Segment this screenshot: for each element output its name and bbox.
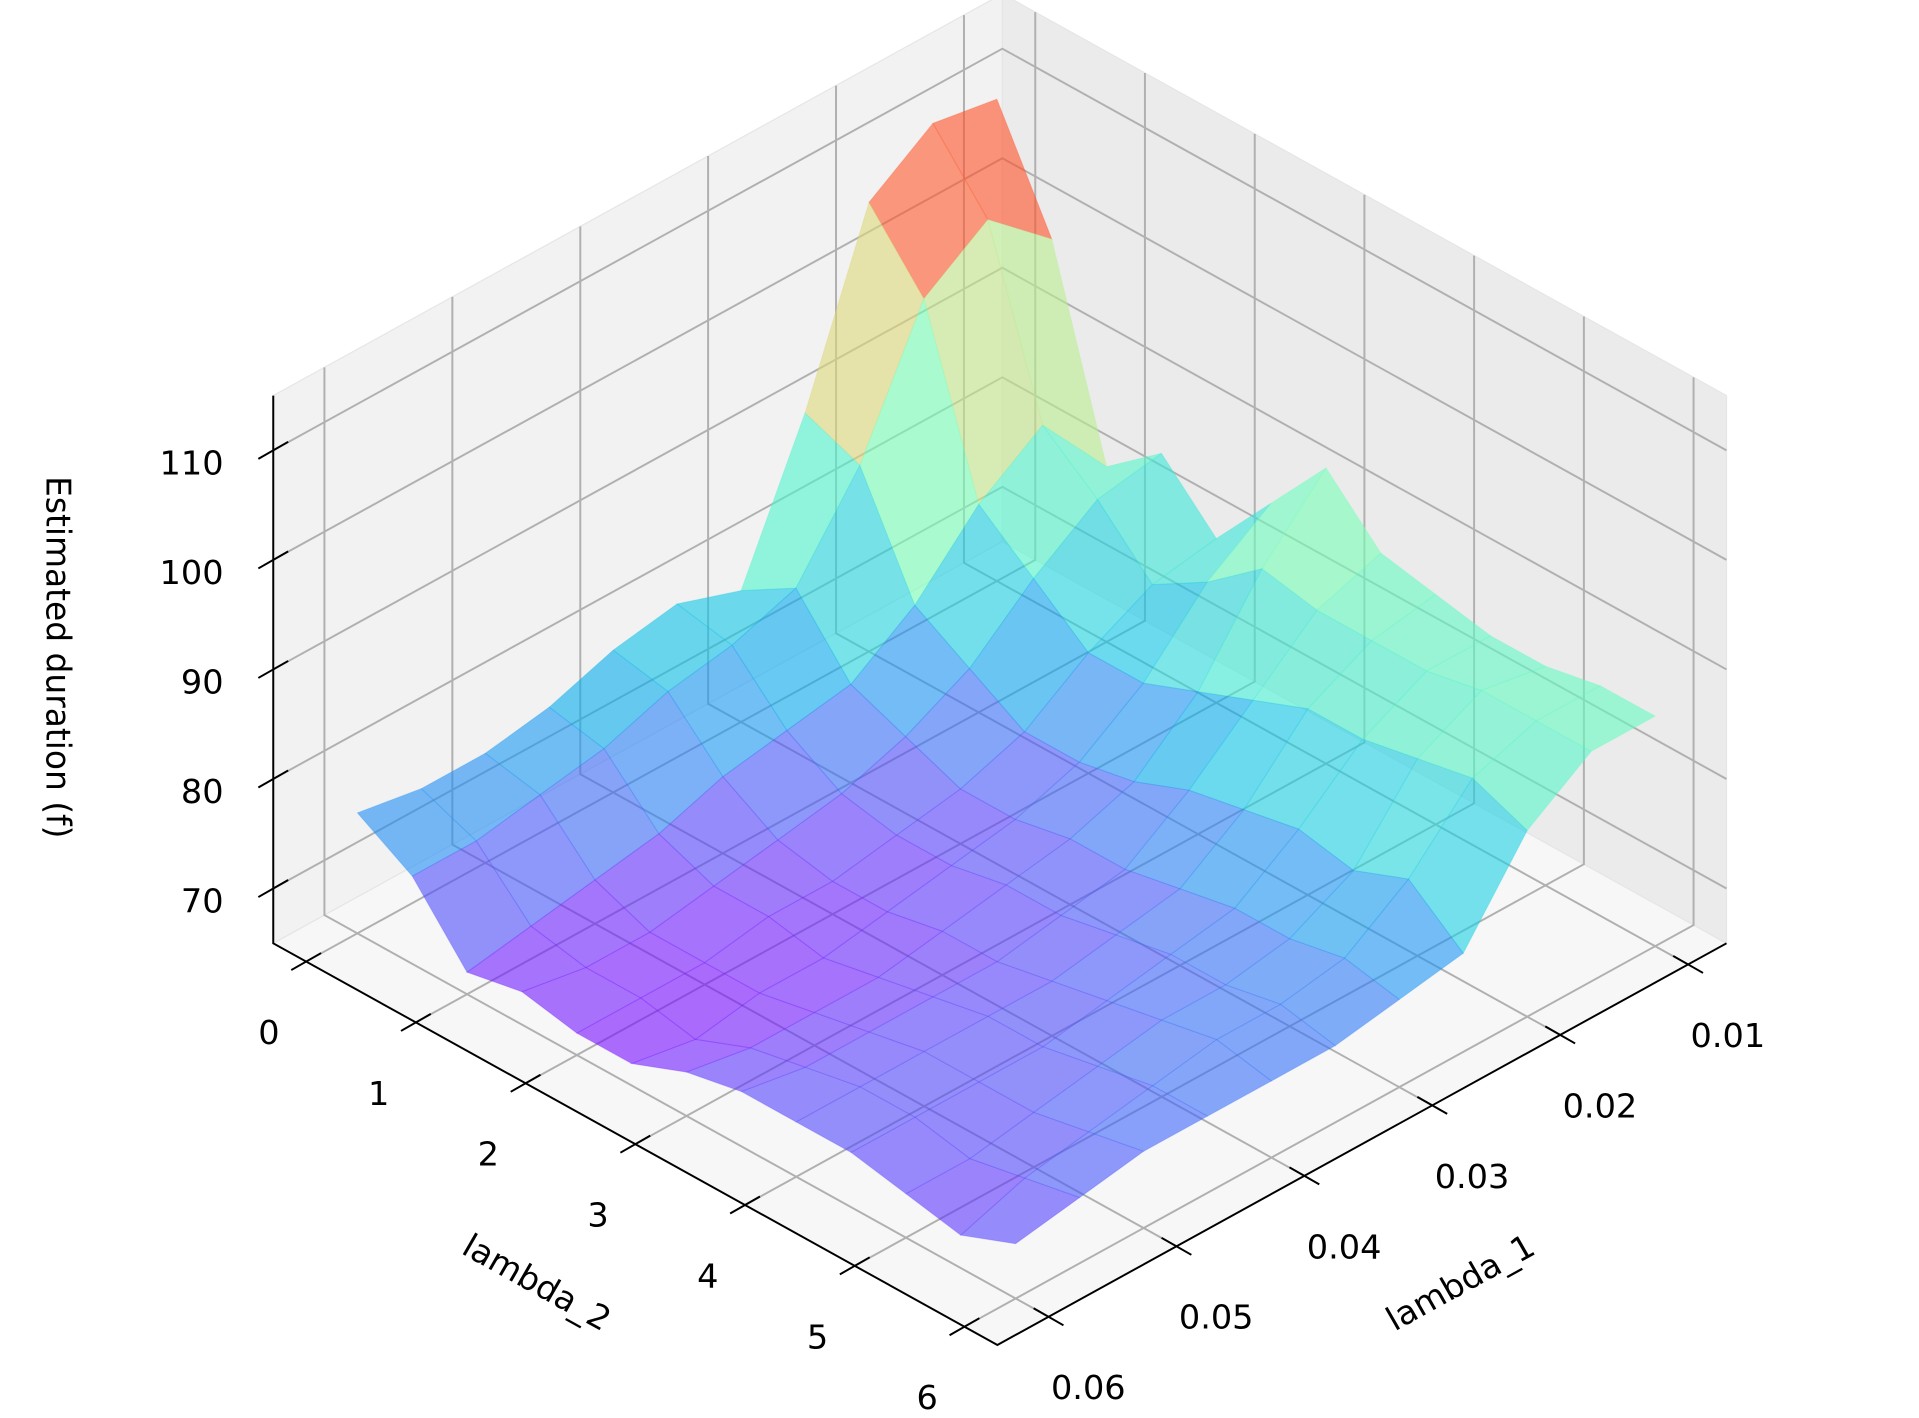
x-tick-label: 0.01 (1691, 1016, 1766, 1055)
y-tick-label: 6 (917, 1378, 938, 1417)
grid-line (323, 367, 1050, 1318)
grid-line (272, 47, 1727, 452)
z-tick-label: 90 (181, 663, 224, 702)
x-tick-label: 0.04 (1307, 1228, 1382, 1267)
y-tick-label: 1 (368, 1074, 389, 1113)
grid-line (963, 377, 1695, 1328)
z-axis-label: Estimated duration (f) (38, 476, 77, 838)
x-tick-label: 0.05 (1179, 1298, 1254, 1337)
x-tick-label: 0.02 (1563, 1087, 1638, 1126)
y-tick-label: 0 (258, 1013, 279, 1052)
x-tick-label: 0.03 (1435, 1157, 1510, 1196)
y-tick-label: 3 (587, 1196, 608, 1235)
x-axis-label: lambda_1 (1379, 1226, 1541, 1338)
y-tick-label: 2 (478, 1135, 499, 1174)
axis-line (272, 395, 1727, 1347)
z-tick-label: 80 (181, 772, 224, 811)
y-tick-label: 4 (697, 1257, 718, 1296)
z-tick-label: 70 (181, 882, 224, 921)
surface (356, 98, 1657, 1245)
z-tick-label: 100 (160, 553, 224, 592)
y-axis-label: lambda_2 (456, 1226, 618, 1339)
z-tick-label: 110 (160, 444, 224, 483)
x-tick-label: 0.06 (1051, 1369, 1126, 1408)
surface-patch (959, 1177, 1081, 1245)
y-tick-label: 5 (807, 1318, 828, 1357)
